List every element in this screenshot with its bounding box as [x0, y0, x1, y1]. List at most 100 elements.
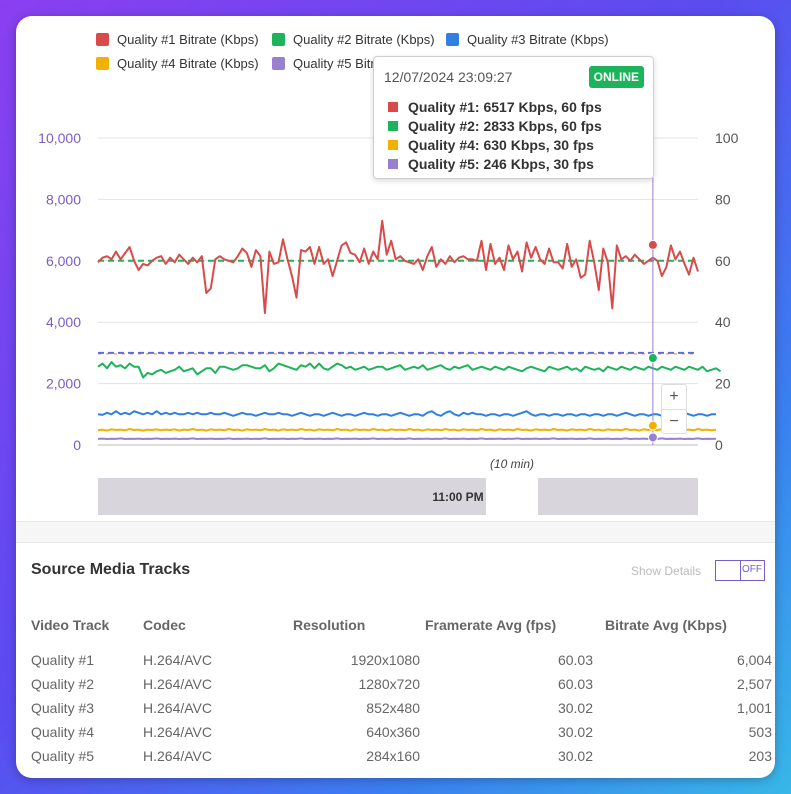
legend-label: Quality #1 Bitrate (Kbps) [117, 32, 259, 47]
table-row: Quality #4 H.264/AVC 640x360 30.02 503 [31, 720, 772, 744]
tooltip-text: Quality #1: 6517 Kbps, 60 fps [408, 99, 602, 115]
table-cell: 1920x1080 [350, 652, 420, 668]
y2-axis-tick-label: 60 [715, 253, 731, 269]
hover-point [647, 353, 658, 364]
section-divider [16, 521, 775, 543]
y2-axis-tick-label: 20 [715, 376, 731, 392]
y2-axis-tick-label: 0 [715, 437, 723, 453]
x-interval-label: (10 min) [490, 457, 534, 471]
y2-axis-tick-label: 100 [715, 130, 739, 146]
hover-point [647, 239, 658, 250]
table-cell: 6,004 [736, 652, 772, 668]
y-axis-tick-label: 0 [73, 437, 81, 453]
series-line [97, 437, 717, 440]
legend-item-quality-4[interactable]: Quality #4 Bitrate (Kbps) [96, 56, 259, 71]
streaming-stats-card: 10,000 8,000 6,000 4,000 2,000 0 100 80 60 40 20 0 (… [16, 16, 775, 778]
table-row: Quality #1 H.264/AVC 1920x1080 60.03 6,0… [31, 648, 772, 672]
tooltip-text: Quality #4: 630 Kbps, 30 fps [408, 137, 594, 153]
legend-swatch [96, 33, 109, 46]
legend-item-quality-1[interactable]: Quality #1 Bitrate (Kbps) [96, 32, 259, 47]
table-cell: 30.02 [557, 700, 593, 716]
y-axis-tick-label: 4,000 [46, 314, 81, 330]
zoom-out-button[interactable]: − [669, 413, 679, 430]
zoom-in-button[interactable]: + [662, 385, 686, 410]
series-line [97, 361, 722, 379]
section-title: Source Media Tracks [31, 561, 191, 578]
bitrate-chart[interactable]: 10,000 8,000 6,000 4,000 2,000 0 100 80 60 40 20 0 (… [16, 16, 775, 521]
table-cell: 503 [748, 724, 772, 740]
tooltip-row-quality-2: Quality #2: 2833 Kbps, 60 fps [388, 118, 602, 134]
column-header[interactable]: Bitrate Avg (Kbps) [605, 617, 727, 633]
table-row: Quality #5 H.264/AVC 284x160 30.02 203 [31, 744, 772, 768]
table-cell: 30.02 [557, 748, 593, 764]
y-axis-tick-label: 8,000 [46, 191, 81, 207]
table-cell: 60.03 [557, 652, 593, 668]
y2-axis-tick-label: 80 [715, 191, 731, 207]
legend-label: Quality #2 Bitrate (Kbps) [293, 32, 435, 47]
table-cell: 30.02 [557, 724, 593, 740]
table-cell: 640x360 [366, 724, 420, 740]
legend-label: Quality #4 Bitrate (Kbps) [117, 56, 259, 71]
legend-swatch [446, 33, 459, 46]
table-cell: 1280x720 [358, 676, 420, 692]
table-cell: Quality #2 [31, 676, 95, 692]
series-line [97, 219, 699, 314]
table-cell: 1,001 [736, 700, 772, 716]
zoom-controls: + − [661, 384, 687, 434]
table-cell: H.264/AVC [143, 676, 212, 692]
table-row: Quality #2 H.264/AVC 1280x720 60.03 2,50… [31, 672, 772, 696]
tooltip-swatch [388, 159, 398, 169]
show-details-toggle[interactable]: OFF [715, 560, 765, 581]
tooltip-text: Quality #5: 246 Kbps, 30 fps [408, 156, 594, 172]
y2-axis-tick-label: 40 [715, 314, 731, 330]
table-cell: Quality #3 [31, 700, 95, 716]
table-cell: Quality #5 [31, 748, 95, 764]
toggle-state: OFF [742, 564, 762, 575]
tooltip-text: Quality #2: 2833 Kbps, 60 fps [408, 118, 602, 134]
column-header[interactable]: Resolution [293, 617, 366, 633]
table-cell: 852x480 [366, 700, 420, 716]
table-row: Quality #3 H.264/AVC 852x480 30.02 1,001 [31, 696, 772, 720]
table-cell: 60.03 [557, 676, 593, 692]
navigator-label: 11:00 PM [432, 490, 483, 504]
y-axis-tick-label: 6,000 [46, 253, 81, 269]
legend-item-quality-2[interactable]: Quality #2 Bitrate (Kbps) [272, 32, 435, 47]
toggle-knob [716, 561, 741, 580]
navigator-window [486, 478, 538, 515]
legend-label: Quality #3 Bitrate (Kbps) [467, 32, 609, 47]
table-cell: H.264/AVC [143, 748, 212, 764]
status-badge: ONLINE [588, 66, 644, 88]
column-header[interactable]: Codec [143, 617, 186, 633]
time-navigator [98, 478, 698, 515]
tooltip-timestamp: 12/07/2024 23:09:27 [384, 69, 513, 85]
table-cell: 203 [748, 748, 772, 764]
tracks-table: Video Track Codec Resolution Framerate A… [31, 614, 772, 768]
legend-item-quality-3[interactable]: Quality #3 Bitrate (Kbps) [446, 32, 609, 47]
y-axis-tick-label: 10,000 [38, 130, 81, 146]
legend-swatch [96, 57, 109, 70]
y-axis-tick-label: 2,000 [46, 376, 81, 392]
legend-swatch [272, 57, 285, 70]
tooltip-row-quality-5: Quality #5: 246 Kbps, 30 fps [388, 156, 594, 172]
table-header-row: Video Track Codec Resolution Framerate A… [31, 614, 772, 636]
legend-swatch [272, 33, 285, 46]
table-cell: Quality #4 [31, 724, 95, 740]
tooltip-swatch [388, 121, 398, 131]
column-header[interactable]: Video Track [31, 617, 110, 633]
tooltip-row-quality-1: Quality #1: 6517 Kbps, 60 fps [388, 99, 602, 115]
tooltip-row-quality-4: Quality #4: 630 Kbps, 30 fps [388, 137, 594, 153]
hover-point [647, 432, 658, 443]
table-cell: H.264/AVC [143, 652, 212, 668]
column-header[interactable]: Framerate Avg (fps) [425, 617, 557, 633]
table-cell: 2,507 [736, 676, 772, 692]
table-cell: 284x160 [366, 748, 420, 764]
chart-tooltip: 12/07/2024 23:09:27 ONLINE Quality #1: 6… [373, 56, 654, 179]
series-line [97, 428, 717, 432]
table-cell: Quality #1 [31, 652, 95, 668]
hover-point [647, 420, 658, 431]
table-cell: H.264/AVC [143, 700, 212, 716]
tooltip-swatch [388, 102, 398, 112]
series-line [97, 410, 716, 417]
tooltip-swatch [388, 140, 398, 150]
table-cell: H.264/AVC [143, 724, 212, 740]
